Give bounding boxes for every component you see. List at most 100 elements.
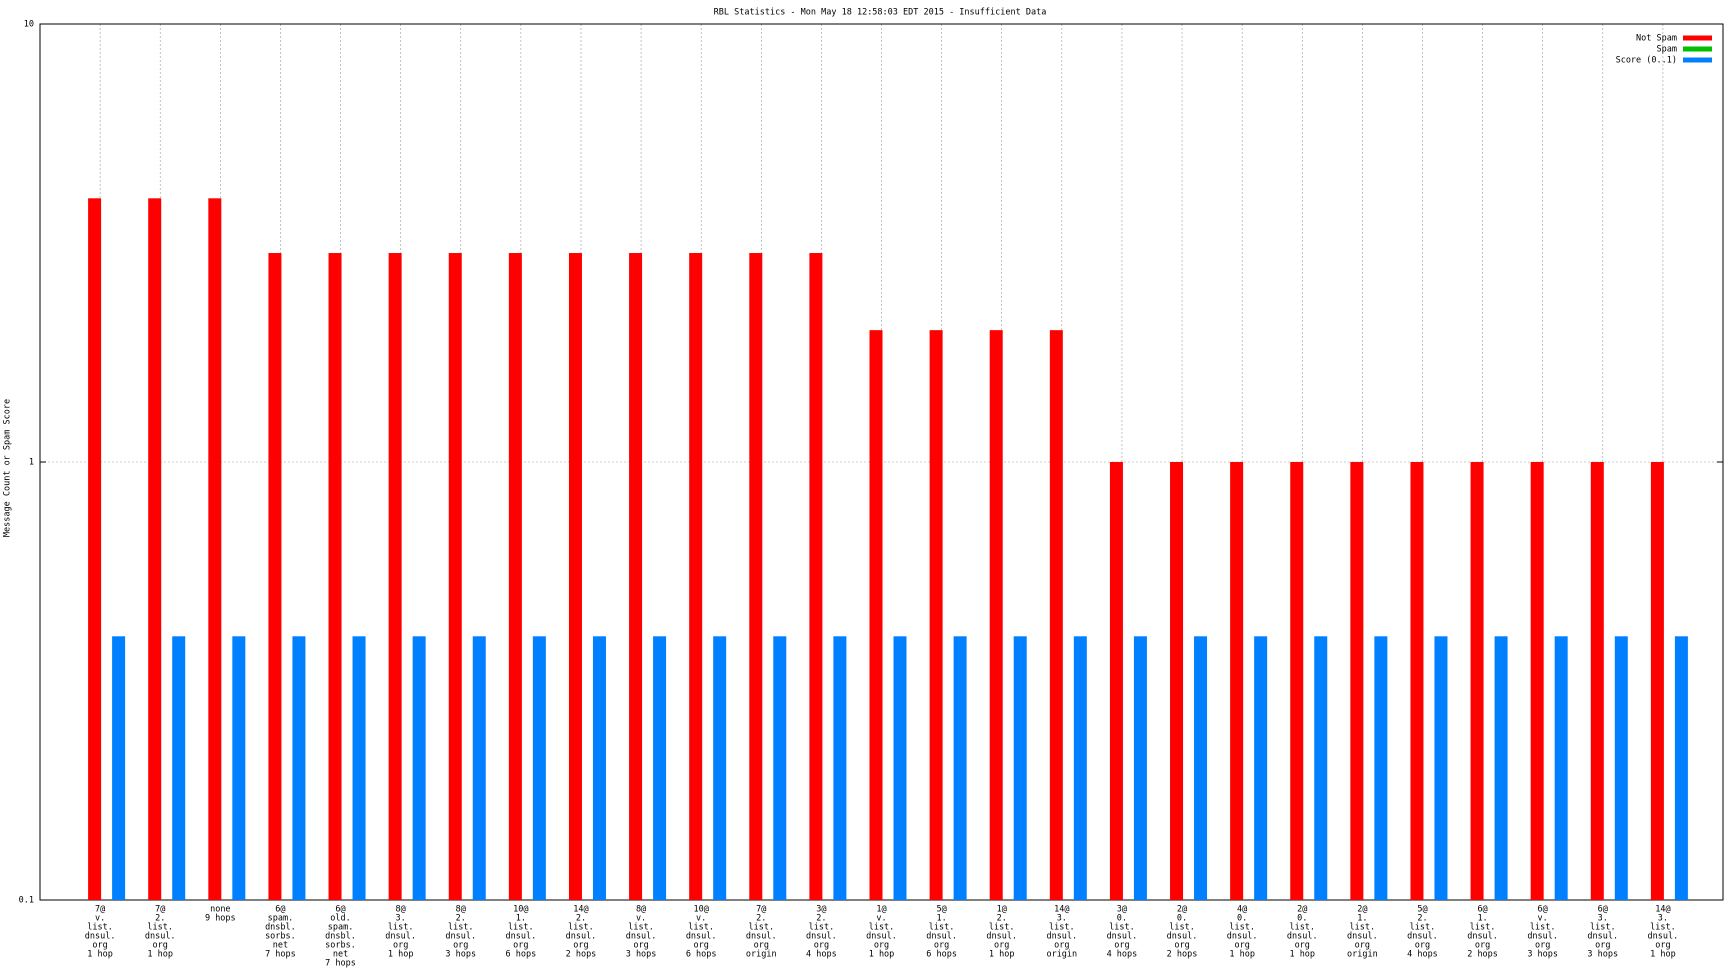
bar (809, 253, 823, 901)
x-tick-label: 4 hops (806, 950, 837, 960)
x-tick-label: dnsul. (566, 932, 597, 942)
x-tick-label: dnsul. (505, 932, 536, 942)
x-tick-label: 0. (1237, 914, 1247, 924)
x-tick-label: 3. (1658, 914, 1668, 924)
bar (208, 198, 222, 900)
bar (1290, 462, 1304, 900)
bar (1230, 462, 1244, 900)
y-tick-label: 10 (24, 20, 34, 30)
bar (869, 330, 883, 900)
bar (508, 253, 522, 901)
x-tick-label: list. (147, 923, 173, 933)
x-tick-label: 1. (1357, 914, 1367, 924)
x-tick-label: org (393, 941, 408, 951)
x-tick-label: 1 hop (1289, 950, 1315, 960)
x-tick-label: dnsul. (385, 932, 416, 942)
x-tick-label: list. (568, 923, 594, 933)
bar (1133, 636, 1147, 900)
bar (629, 253, 643, 901)
y-tick-label: 1 (29, 458, 34, 468)
x-tick-label: dnsul. (1347, 932, 1378, 942)
x-tick-label: list. (1590, 923, 1616, 933)
x-tick-label: 1@ (876, 905, 886, 915)
bar (532, 636, 546, 900)
x-tick-label: 7 hops (325, 959, 356, 969)
x-tick-label: 2. (456, 914, 466, 924)
legend-label: Not Spam (1636, 34, 1677, 44)
x-tick-label: 6@ (335, 905, 345, 915)
x-tick-label: org (1174, 941, 1189, 951)
x-tick-label: spam. (328, 923, 354, 933)
x-tick-label: org (153, 941, 168, 951)
x-tick-label: dnsul. (1527, 932, 1558, 942)
x-tick-label: 2 hops (1467, 950, 1498, 960)
x-tick-label: dnsul. (1046, 932, 1077, 942)
x-tick-label: org (1114, 941, 1129, 951)
x-tick-label: 2. (997, 914, 1007, 924)
bar (1494, 636, 1508, 900)
x-tick-label: 6@ (1598, 905, 1608, 915)
x-tick-label: v. (636, 914, 646, 924)
x-tick-label: 3. (1057, 914, 1067, 924)
x-tick-label: list. (1109, 923, 1135, 933)
bar (953, 636, 967, 900)
x-tick-label: dnsul. (626, 932, 657, 942)
x-tick-label: 8@ (456, 905, 466, 915)
x-tick-label: list. (87, 923, 113, 933)
x-tick-label: org (453, 941, 468, 951)
bar (1194, 636, 1208, 900)
bar (388, 253, 402, 901)
x-tick-label: dnsul. (1287, 932, 1318, 942)
bar (989, 330, 1003, 900)
x-tick-label: list. (1169, 923, 1195, 933)
bar (1049, 330, 1063, 900)
x-tick-label: dnsbl. (325, 932, 356, 942)
bar (1109, 462, 1123, 900)
x-tick-label: 3. (396, 914, 406, 924)
bar (1073, 636, 1087, 900)
x-tick-label: list. (1049, 923, 1075, 933)
bar (1470, 462, 1484, 900)
x-tick-label: org (934, 941, 949, 951)
x-tick-label: 2. (816, 914, 826, 924)
legend-label: Score (0..1) (1616, 56, 1677, 66)
x-tick-label: org (92, 941, 107, 951)
bar (472, 636, 486, 900)
x-tick-label: 1@ (997, 905, 1007, 915)
x-tick-label: org (1655, 941, 1670, 951)
x-tick-label: 4@ (1237, 905, 1247, 915)
x-tick-label: 5@ (1417, 905, 1427, 915)
x-tick-label: org (1415, 941, 1430, 951)
x-tick-label: 6@ (275, 905, 285, 915)
x-tick-label: sorbs. (265, 932, 296, 942)
x-tick-label: 4 hops (1107, 950, 1138, 960)
x-tick-label: old. (330, 914, 350, 924)
x-tick-label: list. (748, 923, 774, 933)
x-tick-label: 7@ (95, 905, 105, 915)
x-tick-label: 6@ (1477, 905, 1487, 915)
x-tick-label: dnsul. (85, 932, 116, 942)
bar (713, 636, 727, 900)
bar (833, 636, 847, 900)
x-tick-label: 3@ (816, 905, 826, 915)
x-tick-label: org (573, 941, 588, 951)
x-tick-label: dnsul. (806, 932, 837, 942)
bar (773, 636, 787, 900)
x-tick-label: list. (989, 923, 1015, 933)
x-tick-label: 7@ (756, 905, 766, 915)
legend-label: Spam (1657, 45, 1677, 55)
bar (328, 253, 342, 901)
x-tick-label: list. (388, 923, 414, 933)
x-tick-label: 1 hop (388, 950, 414, 960)
x-tick-label: dnsul. (1107, 932, 1138, 942)
x-tick-label: 2. (756, 914, 766, 924)
x-tick-label: 2@ (1297, 905, 1307, 915)
x-tick-label: dnsul. (926, 932, 957, 942)
x-tick-label: 1 hop (147, 950, 173, 960)
x-tick-label: org (754, 941, 769, 951)
bar (893, 636, 907, 900)
bar (1554, 636, 1568, 900)
x-tick-label: list. (1650, 923, 1676, 933)
bar (1374, 636, 1388, 900)
